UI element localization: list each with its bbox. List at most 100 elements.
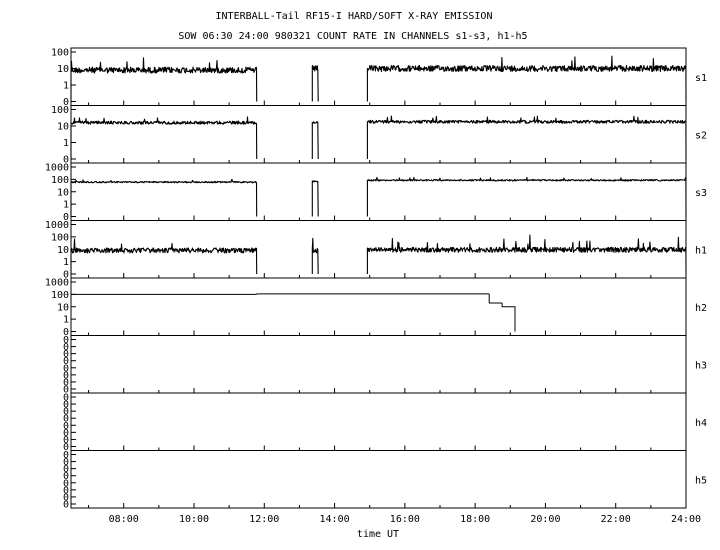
- y-tick-label: 100: [51, 232, 69, 243]
- channel-label-h2: h2: [695, 303, 707, 314]
- panel-frame: [70, 392, 687, 451]
- series-s1-segment: [366, 55, 687, 102]
- series-s2-segment: [366, 115, 687, 160]
- y-tick-label: 0: [63, 363, 69, 374]
- y-tick-label: 0: [63, 464, 69, 475]
- y-tick-label: 1: [63, 257, 69, 268]
- channel-label-s2: s2: [695, 130, 707, 141]
- y-tick-label: 0: [63, 428, 69, 439]
- panel-frame: [70, 335, 687, 394]
- series-s2-segment: [311, 121, 319, 160]
- channel-label-s1: s1: [695, 73, 707, 84]
- series-h1-segment: [70, 238, 258, 275]
- y-tick-label: 10: [57, 64, 69, 75]
- y-tick-label: 10: [57, 302, 69, 313]
- series-s3-segment: [311, 180, 319, 217]
- series-h2-segment: [256, 293, 490, 295]
- y-tick-label: 100: [51, 105, 69, 116]
- y-tick-label: 1: [63, 200, 69, 211]
- y-tick-label: 10: [57, 122, 69, 133]
- panel-frame: [70, 450, 687, 509]
- y-tick-label: 0: [63, 407, 69, 418]
- y-tick-label: 0: [63, 450, 69, 461]
- x-tick-label: 14:00: [320, 514, 350, 525]
- chart-title: INTERBALL-Tail RF15-I HARD/SOFT X-RAY EM…: [216, 11, 493, 22]
- y-tick-label: 0: [63, 97, 69, 108]
- y-tick-label: 1000: [45, 220, 69, 231]
- y-tick-label: 0: [63, 349, 69, 360]
- y-tick-label: 100: [51, 48, 69, 59]
- y-tick-label: 0: [63, 442, 69, 453]
- y-tick-label: 1000: [45, 163, 69, 174]
- y-tick-label: 0: [63, 471, 69, 482]
- y-tick-label: 0: [63, 335, 69, 346]
- panel-frame: [70, 105, 687, 164]
- x-tick-label: 08:00: [109, 514, 139, 525]
- y-tick-label: 0: [63, 492, 69, 503]
- panel-frame: [70, 277, 687, 336]
- series-s1-segment: [311, 65, 319, 102]
- channel-label-s3: s3: [695, 188, 707, 199]
- channel-label-h1: h1: [695, 245, 707, 256]
- y-tick-label: 1000: [45, 278, 69, 289]
- chart-subtitle: SOW 06:30 24:00 980321 COUNT RATE IN CHA…: [178, 31, 527, 42]
- y-tick-label: 0: [63, 400, 69, 411]
- x-tick-label: 22:00: [601, 514, 631, 525]
- y-tick-label: 0: [63, 370, 69, 381]
- panels-group: 1001010s11001010s210001001010s3100010010…: [45, 47, 707, 511]
- x-axis: 08:00 10:00 12:00 14:00 16:00 18:00 20:00 22:00…: [109, 514, 701, 525]
- y-tick-label: 0: [63, 414, 69, 425]
- series-h2-segment: [501, 303, 516, 332]
- channel-label-h4: h4: [695, 418, 707, 429]
- x-tick-label: 12:00: [249, 514, 279, 525]
- y-tick-label: 0: [63, 377, 69, 388]
- channel-label-h5: h5: [695, 475, 707, 486]
- series-s1-segment: [70, 57, 258, 102]
- panel-frame: [70, 47, 687, 106]
- y-tick-label: 1: [63, 315, 69, 326]
- y-tick-label: 0: [63, 435, 69, 446]
- y-tick-label: 0: [63, 356, 69, 367]
- y-tick-label: 0: [63, 155, 69, 166]
- y-tick-label: 0: [63, 457, 69, 468]
- y-tick-label: 0: [63, 421, 69, 432]
- y-tick-label: 0: [63, 327, 69, 338]
- y-tick-label: 10: [57, 245, 69, 256]
- x-tick-label: 16:00: [390, 514, 420, 525]
- channel-label-h3: h3: [695, 360, 707, 371]
- y-tick-label: 1: [63, 81, 69, 92]
- y-tick-label: 0: [63, 500, 69, 511]
- y-tick-label: 0: [63, 342, 69, 353]
- y-tick-label: 0: [63, 270, 69, 281]
- x-tick-label: 24:00: [671, 514, 701, 525]
- series-s3-segment: [70, 178, 258, 217]
- y-tick-label: 100: [51, 175, 69, 186]
- series-h1-segment: [366, 234, 687, 275]
- x-tick-label: 18:00: [460, 514, 490, 525]
- y-tick-label: 0: [63, 385, 69, 396]
- y-tick-label: 100: [51, 290, 69, 301]
- series-h1-segment: [311, 237, 319, 275]
- x-axis-label: time UT: [357, 529, 399, 540]
- series-s3-segment: [366, 176, 687, 217]
- y-tick-label: 0: [63, 485, 69, 496]
- series-s2-segment: [70, 116, 258, 160]
- y-tick-label: 0: [63, 478, 69, 489]
- y-tick-label: 0: [63, 212, 69, 223]
- x-tick-label: 20:00: [530, 514, 560, 525]
- panel-frame: [70, 162, 687, 221]
- x-tick-label: 10:00: [179, 514, 209, 525]
- y-tick-label: 1: [63, 138, 69, 149]
- y-tick-label: 0: [63, 393, 69, 404]
- series-h2-segment: [488, 293, 503, 304]
- y-tick-label: 10: [57, 187, 69, 198]
